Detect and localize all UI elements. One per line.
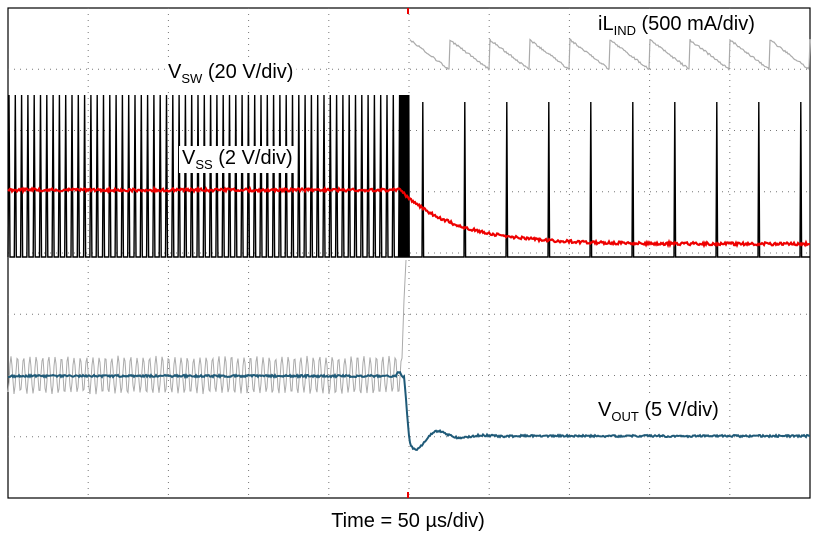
trace-label: iLIND (500 mA/div) bbox=[595, 12, 758, 39]
label-main: iL bbox=[598, 13, 614, 35]
label-sub: SS bbox=[195, 157, 213, 172]
label-main: V bbox=[598, 399, 612, 421]
trace-label: VSW (20 V/div) bbox=[165, 60, 296, 87]
label-main: V bbox=[168, 61, 182, 83]
label-scale: (500 mA/div) bbox=[636, 13, 755, 35]
label-scale: (5 V/div) bbox=[639, 399, 719, 421]
trace-label: VOUT (5 V/div) bbox=[595, 398, 722, 425]
label-scale: (2 V/div) bbox=[213, 147, 293, 169]
label-sub: OUT bbox=[611, 409, 639, 424]
label-main: V bbox=[182, 147, 196, 169]
label-scale: (20 V/div) bbox=[202, 61, 293, 83]
trace-label: VSS (2 V/div) bbox=[179, 146, 296, 173]
label-sub: IND bbox=[614, 23, 636, 38]
time-label: Time = 50 µs/div) bbox=[331, 510, 485, 532]
label-sub: SW bbox=[181, 71, 203, 86]
